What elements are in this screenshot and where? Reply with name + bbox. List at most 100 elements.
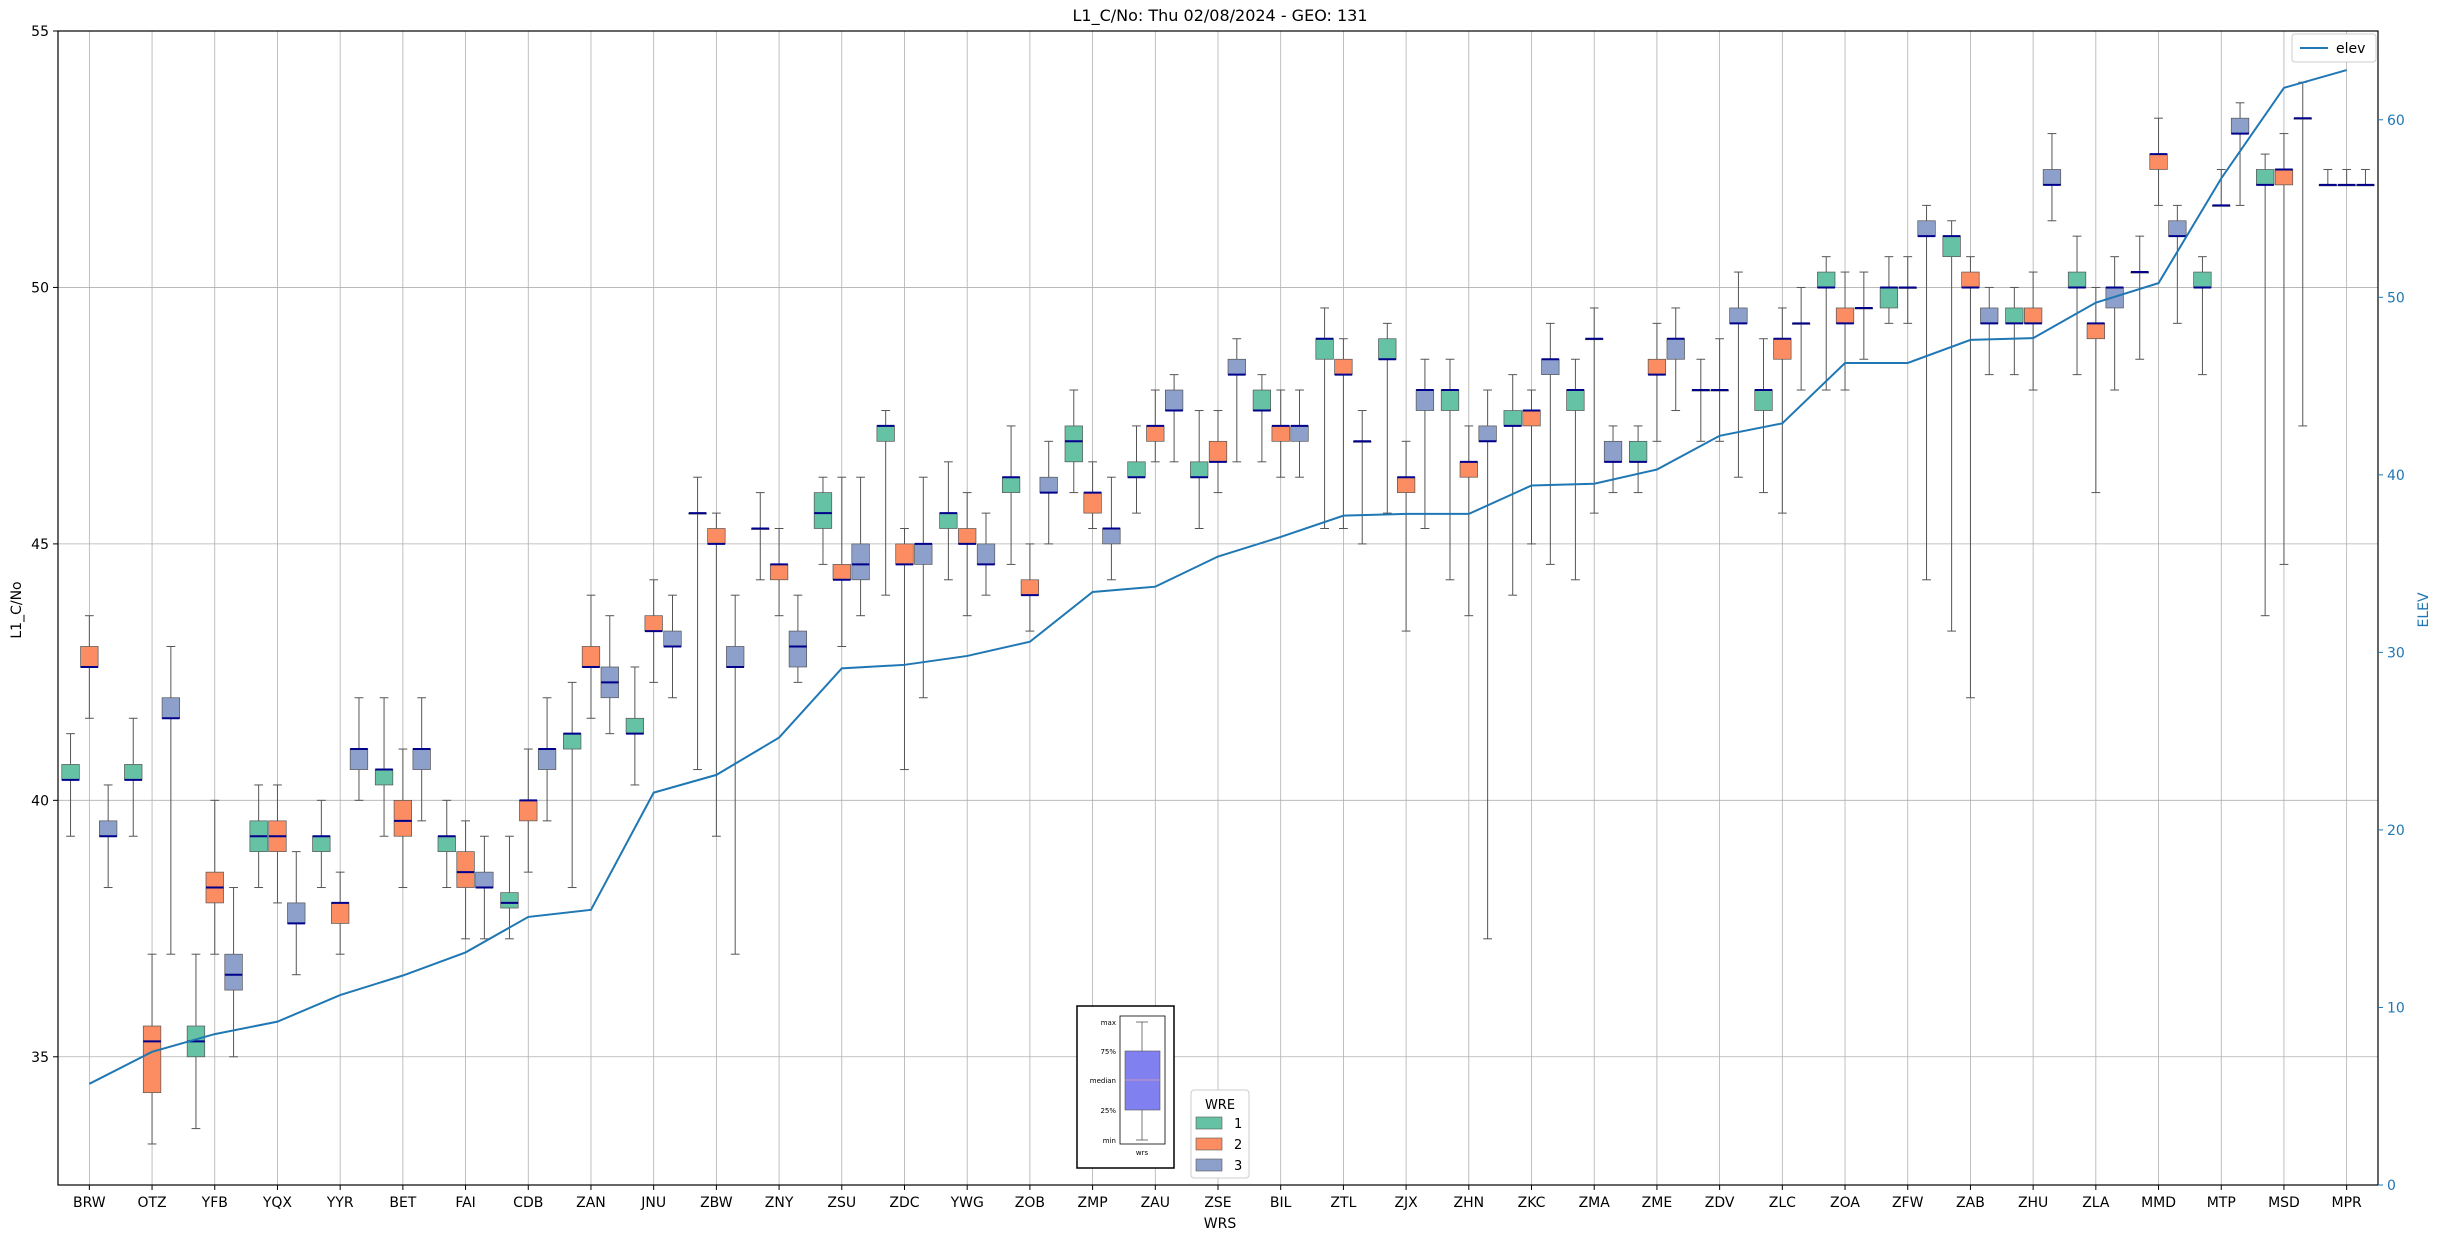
box-body [349,748,369,770]
box-body [1942,235,1961,258]
box-body [1102,528,1121,545]
box-body [1334,358,1353,375]
box-body [1729,307,1748,324]
box-body [1064,425,1083,463]
box-body [1817,271,1836,288]
box-ZTL-wre-3 [1353,410,1372,545]
hue-legend-swatch-3 [1195,1158,1223,1172]
box-body [2042,169,2062,186]
y2-tick-label: 50 [2387,290,2405,306]
box-ZLC-wre-3 [1792,286,1811,391]
box-ZOB-wre-2 [1020,543,1040,632]
box-ZDC-wre-1 [876,410,895,596]
box-body [331,902,350,924]
x-tick-label: ZOA [1830,1195,1860,1211]
x-tick-label: ZMP [1078,1195,1108,1211]
x-tick-label: ZTL [1330,1195,1356,1211]
box-body [537,748,557,770]
box-body [1378,338,1397,360]
box-ZAB-wre-2 [1961,256,1980,699]
x-tick-label: ZKC [1518,1195,1546,1211]
box-YQX-wre-3 [287,851,306,976]
x-tick-label: OTZ [137,1195,166,1211]
line-legend-box [2291,33,2377,63]
box-body [2193,271,2212,288]
box-body [895,543,914,565]
box-body [2149,153,2168,170]
box-YWG-wre-2 [958,492,977,617]
box-body [1227,358,1246,375]
box-OTZ-wre-2 [142,953,162,1145]
box-YQX-wre-2 [268,784,287,904]
hue-legend-title: WRE [1205,1098,1235,1113]
box-OTZ-wre-3 [161,645,180,955]
box-body [2005,307,2024,324]
box-body [1980,307,1999,324]
box-body [161,697,180,719]
y-tick-label: 55 [31,24,49,40]
x-tick-label: ZOB [1015,1195,1045,1211]
box-body [2067,271,2087,288]
box-ZOA-wre-1 [1817,256,1836,391]
box-ZFW-wre-2 [1898,256,1917,324]
x-tick-label: YFB [201,1195,228,1211]
x-tick-label: ZBW [700,1195,733,1211]
box-body [1127,461,1146,478]
box-body [851,543,870,581]
box-body [726,646,745,668]
box-body [1835,307,1855,324]
box-ZMP-wre-3 [1102,476,1121,581]
box-ZJX-wre-1 [1378,322,1397,514]
box-body [2168,220,2187,237]
box-CDB-wre-2 [519,748,538,873]
box-body [1879,287,1899,309]
box-ZME-wre-3 [1666,307,1685,412]
box-body [2230,117,2250,134]
y2-tick-label: 20 [2387,823,2405,839]
x-tick-label: ZSU [827,1195,856,1211]
box-ZAU-wre-2 [1146,389,1165,463]
box-ZMA-wre-3 [1603,425,1623,494]
box-body [707,528,726,545]
y-tick-label: 40 [31,793,49,809]
box-body [1001,476,1021,493]
box-body [625,717,644,735]
box-BIL-wre-2 [1271,389,1290,478]
hue-legend-box [1190,1089,1250,1179]
inset-xlabel: wrs [1136,1149,1149,1157]
box-ZBW-wre-2 [707,512,726,837]
box-MPR-wre-3 [2356,168,2375,187]
y-tick-label: 45 [31,537,49,553]
x-tick-label: ZME [1642,1195,1673,1211]
box-ZSU-wre-3 [851,476,870,617]
elev-line [88,69,2347,1085]
box-body [1290,425,1309,442]
box-body [475,871,494,888]
box-body [563,733,582,750]
box-ZSE-wre-1 [1190,410,1209,530]
box-ZSU-wre-1 [813,476,833,565]
box-body [99,820,118,837]
y2-tick-label: 60 [2387,113,2405,129]
x-tick-label: MSD [2268,1195,2300,1211]
box-body [1522,410,1541,427]
box-MMD-wre-3 [2168,204,2187,324]
y2-axis-label: ELEV [2416,592,2432,627]
box-body [1754,389,1773,411]
box-groups [61,81,2375,1145]
x-tick-label: FAI [455,1195,475,1211]
hue-legend-swatch-2 [1195,1137,1223,1151]
box-body [1478,425,1497,442]
box-ZKC-wre-3 [1541,322,1560,565]
box-ZNY-wre-3 [788,594,808,683]
box-BET-wre-2 [393,748,412,889]
hue-legend-swatch-1 [1195,1116,1223,1130]
box-ZDC-wre-2 [895,528,914,771]
box-ZTL-wre-2 [1334,338,1353,530]
x-tick-label: MMD [2141,1195,2176,1211]
box-YYR-wre-2 [331,871,350,955]
hue-legend-label-3: 3 [1234,1159,1242,1174]
inset-label-min: min [1103,1137,1116,1145]
box-JNU-wre-3 [663,594,682,699]
box-BRW-wre-1 [61,733,80,837]
